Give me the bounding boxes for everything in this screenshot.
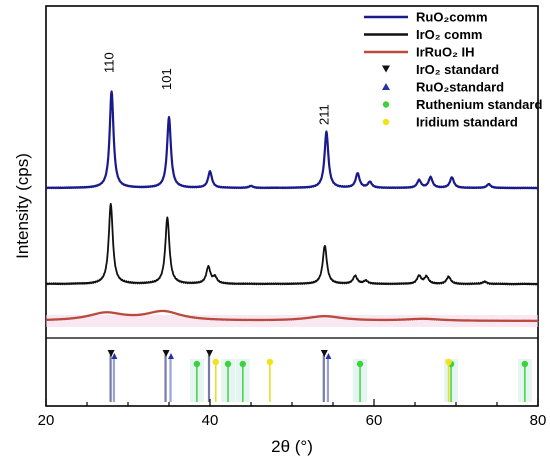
x-tick-label: 40 (202, 412, 219, 429)
legend-up-triangle (382, 83, 390, 90)
legend-label: IrRuO₂ IH (416, 45, 475, 60)
x-tick-label: 20 (38, 412, 55, 429)
legend-label: IrO₂ standard (416, 62, 499, 77)
irO2-standard-marker (320, 350, 328, 357)
ruthenium-standard-marker (224, 360, 232, 368)
series-line (45, 203, 539, 286)
x-axis-label: 2θ (°) (271, 437, 313, 456)
peak-label: 110 (102, 52, 117, 73)
legend-label: RuO₂comm (416, 10, 488, 25)
x-axis: 20 40 60 80 (38, 399, 547, 429)
x-tick-label: 80 (530, 412, 547, 429)
peak-label: 101 (159, 68, 174, 90)
legend-label: IrO₂ comm (416, 27, 482, 42)
standard-bands (46, 315, 538, 402)
series-line (45, 309, 539, 323)
iridium-standard-marker (212, 358, 219, 366)
ruthenium-standard-marker (356, 360, 364, 368)
ruO2-standard-marker (325, 353, 332, 359)
x-tick-label: 60 (366, 412, 383, 429)
irO2-standard-marker (107, 350, 115, 357)
ruO2-standard-marker (168, 353, 174, 359)
irO2-standard-marker (162, 350, 170, 357)
legend: RuO₂comm IrO₂ comm IrRuO₂ IH IrO₂ standard R… (364, 10, 542, 130)
legend-label: Iridium standard (416, 115, 518, 130)
peak-label: 211 (316, 104, 331, 125)
legend-label: RuO₂standard (416, 80, 504, 95)
series-layer (45, 90, 539, 323)
series-line (45, 90, 539, 190)
legend-down-triangle (382, 65, 390, 73)
plot-area: 110 101 211 (45, 5, 539, 407)
ruthenium-standard-marker (193, 360, 201, 368)
iridium-standard-marker (266, 358, 274, 366)
legend-circle (382, 101, 390, 108)
ruO2-standard-marker (111, 353, 118, 359)
irO2-standard-marker (206, 350, 213, 357)
standards-layer (107, 350, 529, 402)
peak-labels: 110 101 211 (102, 52, 332, 125)
y-axis-label: Intensity (cps) (13, 153, 32, 259)
iridium-standard-marker (445, 358, 452, 366)
legend-label: Ruthenium standard (416, 97, 542, 112)
legend-circle (382, 118, 390, 126)
ruthenium-standard-marker (521, 360, 529, 368)
ruthenium-standard-marker (239, 360, 246, 368)
